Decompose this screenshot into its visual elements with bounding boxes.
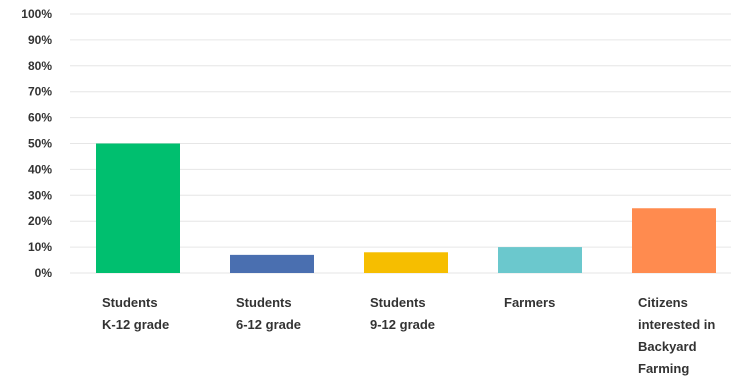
- bar: [230, 254, 314, 273]
- bar: [498, 247, 582, 273]
- y-tick-label: 80%: [28, 59, 52, 73]
- y-tick-label: 90%: [28, 33, 52, 47]
- bar: [96, 143, 180, 273]
- y-axis-tick-labels: 0% 10% 20% 30% 40% 50% 60% 70% 80% 90% 100%: [21, 7, 52, 280]
- x-category-label: Farmers: [504, 295, 555, 310]
- x-category-label: Students K-12 grade: [102, 295, 169, 332]
- x-category-label: Students 9-12 grade: [370, 295, 435, 332]
- y-tick-label: 60%: [28, 111, 52, 125]
- y-tick-label: 10%: [28, 240, 52, 254]
- y-tick-label: 70%: [28, 85, 52, 99]
- y-tick-label: 40%: [28, 162, 52, 176]
- gridlines: [70, 13, 731, 274]
- x-category-label: Citizens interested in Backyard Farming: [638, 295, 715, 376]
- bar: [364, 252, 448, 273]
- y-tick-label: 100%: [21, 7, 52, 21]
- y-tick-label: 50%: [28, 137, 52, 151]
- bars: [96, 143, 716, 273]
- y-tick-label: 20%: [28, 214, 52, 228]
- y-tick-label: 0%: [35, 266, 53, 280]
- bar: [632, 208, 716, 273]
- x-axis-category-labels: Students K-12 grade Students 6-12 grade Stud…: [102, 295, 715, 376]
- x-category-label: Students 6-12 grade: [236, 295, 301, 332]
- y-tick-label: 30%: [28, 188, 52, 202]
